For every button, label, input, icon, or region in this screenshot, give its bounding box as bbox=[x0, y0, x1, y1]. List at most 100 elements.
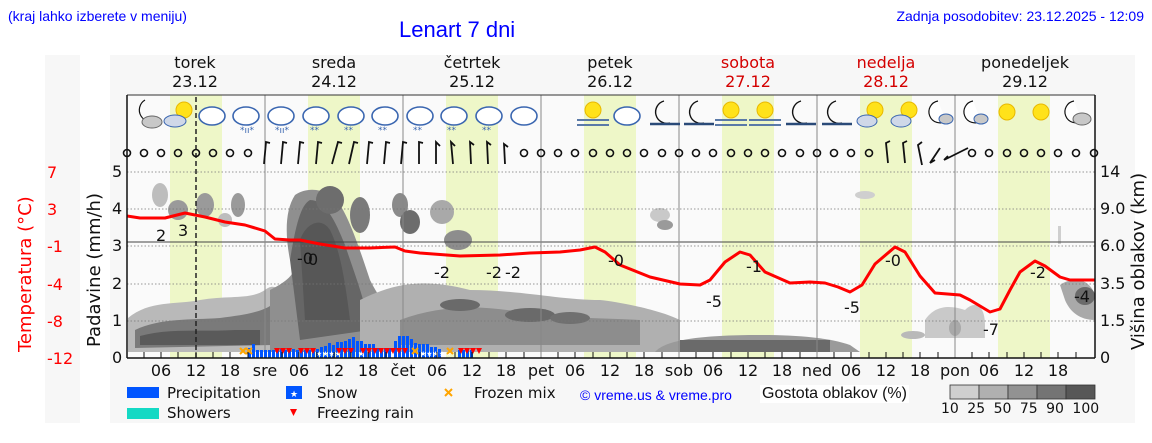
x-tick: čet bbox=[390, 361, 416, 380]
x-tick: 12 bbox=[737, 361, 759, 380]
x-tick: 18 bbox=[771, 361, 793, 380]
cloud-height-tick: 0 bbox=[1100, 348, 1111, 367]
svg-text:**: ** bbox=[344, 126, 354, 136]
temp-axis-panel bbox=[45, 55, 80, 423]
svg-text:**: ** bbox=[413, 126, 423, 136]
x-tick: 12 bbox=[323, 361, 345, 380]
svg-text:★: ★ bbox=[290, 390, 298, 400]
fog-icon bbox=[577, 101, 781, 126]
day-label-saturday: sobota 27.12 bbox=[720, 53, 776, 91]
x-tick: ned bbox=[801, 361, 833, 380]
x-tick: pon bbox=[939, 361, 971, 380]
temperature-axis-label: Temperatura (°C) bbox=[15, 196, 36, 352]
precip-tick: 2 bbox=[112, 274, 123, 293]
x-tick: 18 bbox=[1047, 361, 1069, 380]
svg-text:-5: -5 bbox=[706, 292, 722, 311]
svg-text:-1: -1 bbox=[746, 257, 762, 276]
location-menu-hint[interactable]: (kraj lahko izberete v meniju) bbox=[8, 8, 187, 24]
legend-snow: Snow bbox=[317, 384, 358, 402]
x-tick: 18 bbox=[219, 361, 241, 380]
cloud-height-axis-label: Višina oblakov (km) bbox=[1128, 172, 1149, 350]
cloud-height-tick: 6.0 bbox=[1100, 236, 1126, 255]
cloud-icon bbox=[198, 106, 641, 126]
freezing-rain-swatch bbox=[290, 409, 297, 416]
svg-text:★: ★ bbox=[358, 350, 364, 358]
cloud-density-ticks: 10 25 50 75 90 100 bbox=[941, 401, 1100, 417]
svg-text:-7: -7 bbox=[983, 320, 999, 339]
x-tick: 06 bbox=[426, 361, 448, 380]
showers-swatch bbox=[127, 408, 159, 419]
freezing-rain-markers bbox=[274, 348, 482, 354]
x-tick: 12 bbox=[599, 361, 621, 380]
x-tick: 18 bbox=[633, 361, 655, 380]
sun-icon bbox=[998, 103, 1050, 121]
svg-text:3: 3 bbox=[178, 221, 188, 240]
precipitation-axis-label: Padavine (mm/h) bbox=[84, 193, 105, 347]
weather-icons-row: *ıı* *ıı* ** ** ** ** ** ** bbox=[138, 99, 1092, 136]
x-tick: 18 bbox=[909, 361, 931, 380]
x-tick: 18 bbox=[357, 361, 379, 380]
frozen-mix-markers bbox=[239, 347, 454, 355]
precip-tick: 3 bbox=[112, 236, 123, 255]
svg-text:0: 0 bbox=[308, 250, 318, 269]
snow-swatch bbox=[286, 386, 302, 399]
cloud-height-tick: 1.5 bbox=[1100, 311, 1126, 330]
legend-freezing-rain: Freezing rain bbox=[317, 404, 414, 422]
temperature-line bbox=[126, 211, 1095, 314]
page-title: Lenart 7 dni bbox=[399, 17, 516, 42]
x-tick: sre bbox=[252, 361, 278, 380]
day-label-monday: ponedeljek 29.12 bbox=[981, 53, 1069, 91]
x-tick: 06 bbox=[702, 361, 724, 380]
x-tick: 12 bbox=[875, 361, 897, 380]
svg-text:-0: -0 bbox=[608, 251, 624, 270]
svg-text:-5: -5 bbox=[844, 298, 860, 317]
temp-tick: 7 bbox=[47, 163, 58, 182]
x-tick: 06 bbox=[288, 361, 310, 380]
svg-text:2: 2 bbox=[156, 226, 166, 245]
x-tick: 12 bbox=[185, 361, 207, 380]
svg-text:★★★★: ★★★★ bbox=[316, 350, 341, 358]
legend-showers: Showers bbox=[167, 404, 231, 422]
svg-text:★★★★★: ★★★★★ bbox=[420, 350, 451, 358]
x-tick: 12 bbox=[1013, 361, 1035, 380]
x-tick: 06 bbox=[564, 361, 586, 380]
last-update: Zadnja posodobitev: 23.12.2025 - 12:09 bbox=[896, 8, 1144, 24]
temp-tick: -4 bbox=[47, 275, 63, 294]
x-tick: pet bbox=[527, 361, 555, 380]
precip-tick: 1 bbox=[112, 311, 123, 330]
day-label-friday: petek 26.12 bbox=[587, 53, 633, 91]
svg-text:**: ** bbox=[447, 126, 457, 136]
x-ticks bbox=[143, 352, 1077, 358]
cloud-height-tick: 3.5 bbox=[1100, 274, 1126, 293]
legend-precipitation: Precipitation bbox=[167, 384, 261, 402]
svg-text:-2: -2 bbox=[434, 263, 450, 282]
svg-text:-0: -0 bbox=[885, 251, 901, 270]
frozen-mix-swatch bbox=[444, 388, 453, 397]
snow-markers: ★★★★ ★ ★★★★★ bbox=[316, 350, 451, 358]
moon-cloud-icon bbox=[928, 100, 1092, 126]
sun-cloud-icon bbox=[856, 101, 918, 128]
cloud-height-tick: 9.0 bbox=[1100, 199, 1126, 218]
temp-tick: -1 bbox=[47, 237, 63, 256]
temp-tick: -12 bbox=[47, 349, 74, 368]
day-label-tuesday: torek 23.12 bbox=[172, 53, 218, 91]
moon-cloud-icon bbox=[138, 99, 163, 129]
copyright-link[interactable]: © vreme.us & vreme.pro bbox=[580, 387, 732, 403]
wind-row bbox=[122, 139, 1099, 166]
day-separators bbox=[264, 95, 956, 358]
svg-text:**: ** bbox=[482, 126, 492, 136]
temp-tick: 3 bbox=[47, 200, 58, 219]
cloud-density-layer bbox=[128, 183, 1095, 352]
svg-text:*ıı*: *ıı* bbox=[275, 126, 290, 136]
x-tick: sob bbox=[664, 361, 694, 380]
temperature-value-labels: 2 3 -0 0 -2 -2 -2 -0 -5 -1 -5 -0 -7 -2 -… bbox=[156, 221, 1090, 339]
svg-text:-2: -2 bbox=[1030, 263, 1046, 282]
snow-flakes-icon: *ıı* *ıı* ** ** ** ** ** ** bbox=[240, 126, 492, 136]
precip-tick: 5 bbox=[112, 162, 123, 181]
grid-lines bbox=[127, 171, 1095, 322]
x-tick: 06 bbox=[150, 361, 172, 380]
legend-frozen-mix: Frozen mix bbox=[474, 384, 556, 402]
svg-text:-2: -2 bbox=[505, 263, 521, 282]
cloud-density-legend-bar bbox=[949, 384, 1096, 400]
